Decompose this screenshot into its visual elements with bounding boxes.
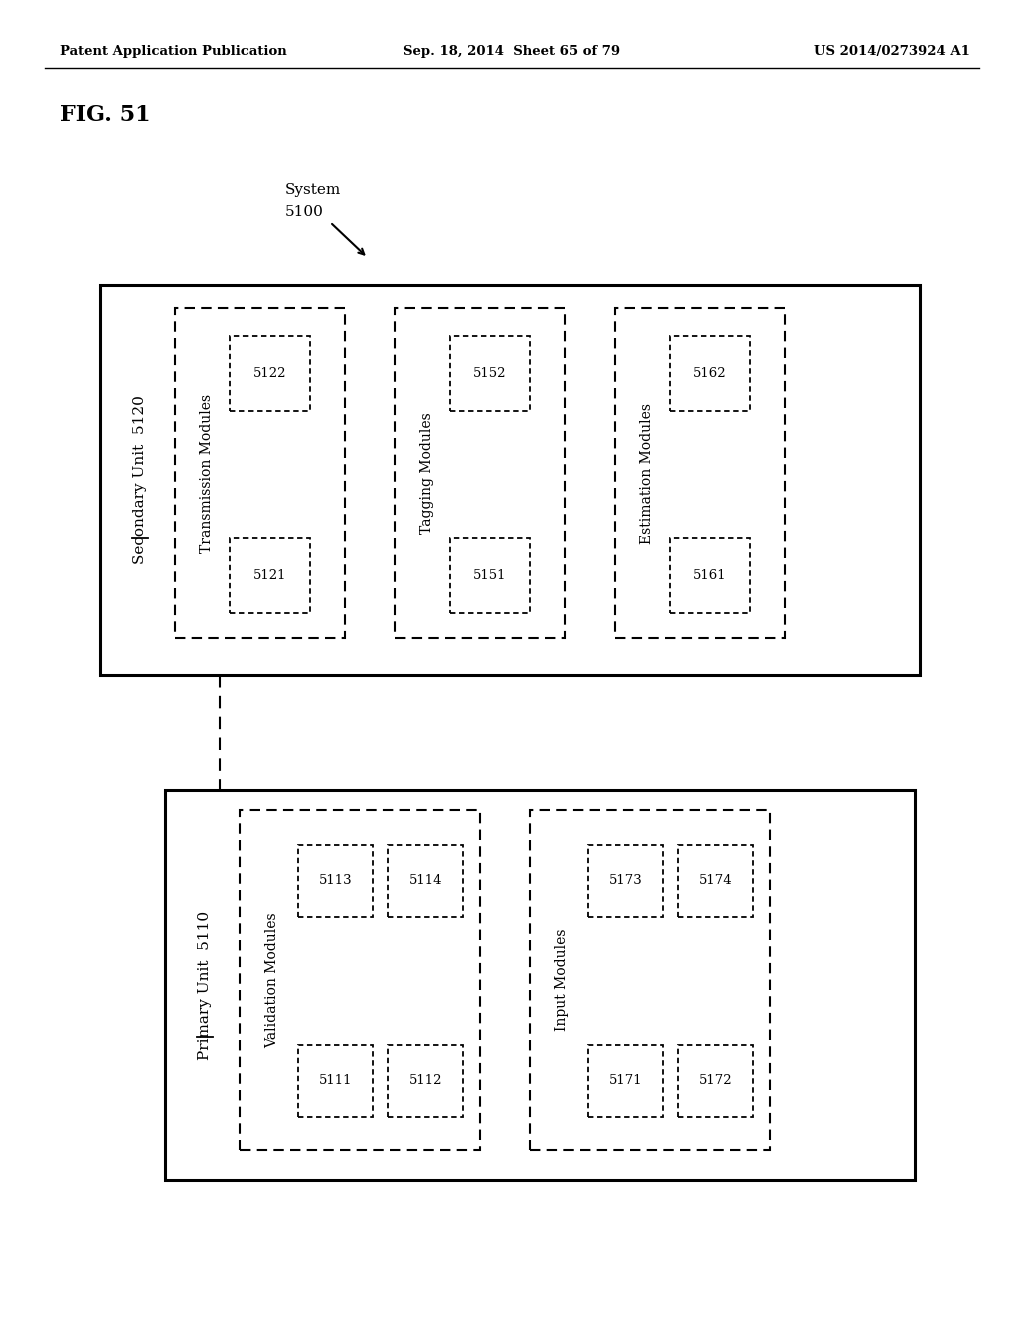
Text: Validation Modules: Validation Modules — [265, 912, 279, 1048]
Text: 5161: 5161 — [693, 569, 727, 582]
Text: 5174: 5174 — [698, 874, 732, 887]
Text: US 2014/0273924 A1: US 2014/0273924 A1 — [814, 45, 970, 58]
Text: Sep. 18, 2014  Sheet 65 of 79: Sep. 18, 2014 Sheet 65 of 79 — [403, 45, 621, 58]
Text: 5162: 5162 — [693, 367, 727, 380]
Text: Input Modules: Input Modules — [555, 929, 569, 1031]
Text: FIG. 51: FIG. 51 — [60, 104, 151, 125]
Text: 5122: 5122 — [253, 367, 287, 380]
Text: Tagging Modules: Tagging Modules — [420, 412, 434, 533]
Text: 5173: 5173 — [608, 874, 642, 887]
Text: 5100: 5100 — [285, 205, 324, 219]
Text: 5112: 5112 — [409, 1074, 442, 1088]
Text: 5113: 5113 — [318, 874, 352, 887]
Text: Estimation Modules: Estimation Modules — [640, 403, 654, 544]
Text: Patent Application Publication: Patent Application Publication — [60, 45, 287, 58]
Text: Secondary Unit  5120: Secondary Unit 5120 — [133, 396, 147, 565]
Text: 5171: 5171 — [608, 1074, 642, 1088]
Text: 5114: 5114 — [409, 874, 442, 887]
Text: Primary Unit  5110: Primary Unit 5110 — [198, 911, 212, 1060]
Text: 5121: 5121 — [253, 569, 287, 582]
Text: System: System — [285, 183, 341, 197]
Text: 5172: 5172 — [698, 1074, 732, 1088]
Text: 5111: 5111 — [318, 1074, 352, 1088]
Text: Transmission Modules: Transmission Modules — [200, 393, 214, 553]
Text: 5151: 5151 — [473, 569, 507, 582]
Text: 5152: 5152 — [473, 367, 507, 380]
